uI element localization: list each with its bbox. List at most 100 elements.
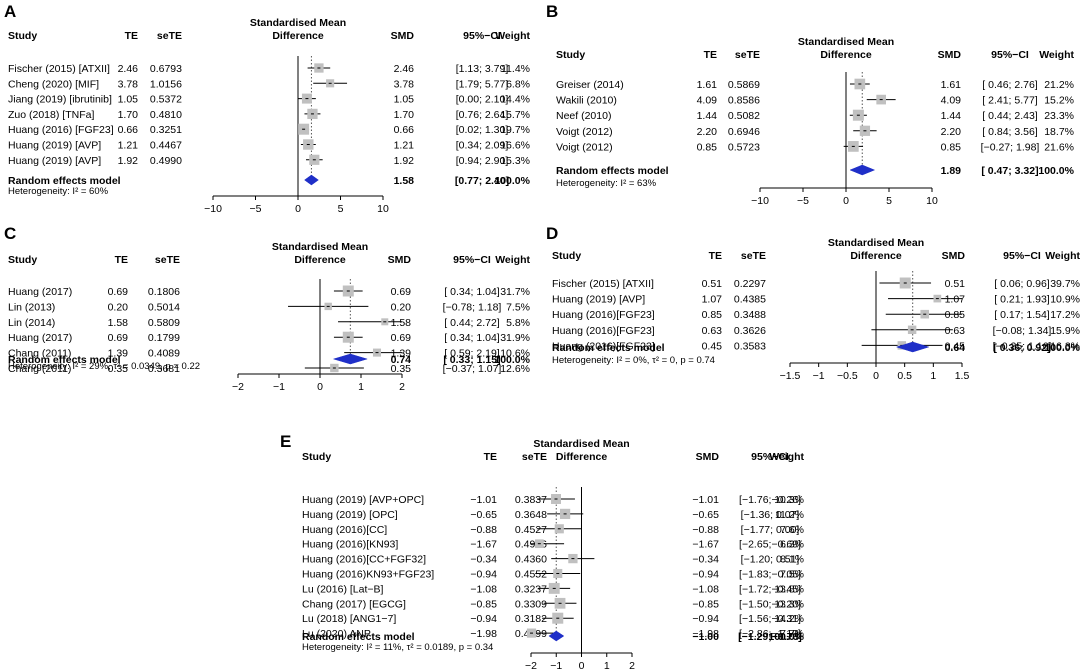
study-name: Huang (2016)[FGF23] [552, 309, 655, 321]
header-study: Study [552, 250, 581, 262]
header-te: TE [709, 250, 722, 262]
study-te: 0.85 [702, 309, 723, 321]
study-sete: 0.3648 [515, 509, 547, 521]
study-smd: −0.88 [692, 524, 719, 536]
x-axis-tick-label: 2 [399, 381, 405, 393]
study-te: −0.94 [470, 569, 497, 581]
study-ci: [ 0.44; 2.43] [982, 110, 1038, 122]
summary-diamond [548, 630, 565, 642]
summary-diamond [332, 353, 369, 365]
study-weight: 10.9% [1050, 294, 1080, 306]
study-sete: 0.5082 [728, 110, 760, 122]
study-ci: [−0.78; 1.18] [443, 301, 502, 313]
x-axis-tick-label: 0 [873, 370, 879, 382]
x-axis-tick-label: 5 [886, 195, 892, 207]
x-axis-tick-label: −2 [525, 660, 537, 670]
study-sete: 0.4360 [515, 554, 547, 566]
study-ci: [1.79; 5.77] [456, 78, 509, 90]
study-sete: 0.3583 [734, 340, 766, 352]
forest-plot-d: D Study TE seTE Standardised Mean Difference S… [542, 222, 1084, 428]
study-te: 1.44 [697, 110, 718, 122]
header-smd: SMD [942, 250, 966, 262]
header-smd-line2: Difference [272, 30, 324, 42]
study-name: Lin (2013) [8, 301, 55, 313]
header-sete: seTE [155, 254, 180, 266]
study-sete: 0.3251 [150, 124, 182, 136]
study-te: 0.63 [702, 325, 723, 337]
header-study: Study [8, 254, 37, 266]
header-sete: seTE [522, 451, 547, 463]
study-te: 0.69 [108, 332, 129, 344]
x-axis-tick-label: 0.5 [897, 370, 912, 382]
header-ci: 95%−CI [463, 30, 501, 42]
study-weight: 19.7% [500, 124, 530, 136]
study-ci: [1.13; 3.79] [456, 63, 509, 75]
study-name: Huang (2019) [AVP] [8, 155, 101, 167]
study-te: 1.92 [118, 155, 139, 167]
study-ci: [−1.83;−0.05] [739, 569, 801, 581]
forest-plot-c: C Study TE seTE Standardised Mean Difference S… [0, 222, 542, 428]
study-ci: [0.94; 2.90] [456, 155, 509, 167]
study-name: Lin (2014) [8, 317, 55, 329]
study-ci: [ 0.21; 1.93] [994, 294, 1050, 306]
study-smd: −0.34 [692, 554, 719, 566]
header-sete: seTE [735, 49, 760, 61]
summary-weight: 100.0% [494, 354, 530, 366]
study-smd: 0.85 [945, 309, 966, 321]
header-smd-line1: Standardised Mean [250, 17, 346, 29]
header-te: TE [704, 49, 717, 61]
study-smd: 0.85 [941, 141, 962, 153]
study-weight: 11.4% [501, 63, 530, 75]
header-smd-line2: Difference [820, 49, 872, 61]
study-smd: −1.01 [692, 494, 719, 506]
study-smd: −0.94 [692, 569, 719, 581]
study-smd: −0.85 [692, 598, 719, 610]
x-axis-tick-label: −0.5 [837, 370, 858, 382]
study-te: −0.85 [470, 598, 497, 610]
x-axis-tick-label: −1 [273, 381, 285, 393]
study-smd: −1.08 [692, 583, 719, 595]
study-name: Huang (2016)[CC] [302, 524, 387, 536]
study-smd: 1.44 [941, 110, 962, 122]
study-ci: [−1.76;−0.26] [739, 494, 801, 506]
study-ci: [ 0.44; 2.72] [444, 317, 500, 329]
study-weight: 14.2% [774, 613, 804, 625]
study-weight: 15.7% [500, 109, 530, 121]
study-name: Zuo (2018) [TNFa] [8, 109, 94, 121]
study-te: 0.66 [118, 124, 139, 136]
forest-plot-a: A Study TE seTE Standardised Mean Difference S… [0, 0, 542, 222]
x-axis-tick-label: −10 [204, 203, 222, 215]
study-weight: 13.8% [774, 583, 804, 595]
study-name: Huang (2019) [AVP+OPC] [302, 494, 424, 506]
study-name: Huang (2019) [AVP] [8, 140, 101, 152]
study-smd: 1.58 [391, 317, 412, 329]
forest-plot-e: E Study TE seTE Standardised Mean Difference S… [280, 428, 820, 670]
study-sete: 0.5372 [150, 94, 182, 106]
study-name: Cheng (2020) [MIF] [8, 78, 99, 90]
study-sete: 0.4385 [734, 294, 766, 306]
study-ci: [−2.86;−1.10] [739, 628, 801, 640]
header-smd-line2: Difference [850, 250, 902, 262]
summary-smd: −1.00 [692, 631, 719, 643]
panel-label: E [280, 432, 291, 451]
study-name: Huang (2019) [OPC] [302, 509, 398, 521]
header-ci: 95%−CI [1003, 250, 1041, 262]
x-axis-tick-label: −1.5 [780, 370, 801, 382]
summary-weight: 100.0% [1038, 165, 1074, 177]
study-smd: 0.51 [945, 278, 966, 290]
study-te: 4.09 [697, 95, 718, 107]
study-sete: 0.6793 [150, 63, 182, 75]
panel-label: D [546, 224, 558, 243]
study-ci: [−0.08; 1.34] [993, 325, 1052, 337]
header-smd: SMD [391, 30, 415, 42]
study-te: −0.94 [470, 613, 497, 625]
summary-diamond [895, 341, 930, 353]
header-te: TE [484, 451, 497, 463]
study-ci: [ 0.84; 3.56] [982, 126, 1038, 138]
study-te: 2.46 [118, 63, 139, 75]
study-smd: −1.67 [692, 539, 719, 551]
study-name: Huang (2016) [FGF23] [8, 124, 114, 136]
heterogeneity-text: Heterogeneity: I² = 0%, τ² = 0, p = 0.74 [552, 355, 715, 366]
study-name: Huang (2017) [8, 332, 72, 344]
study-weight: 7.6% [780, 524, 804, 536]
